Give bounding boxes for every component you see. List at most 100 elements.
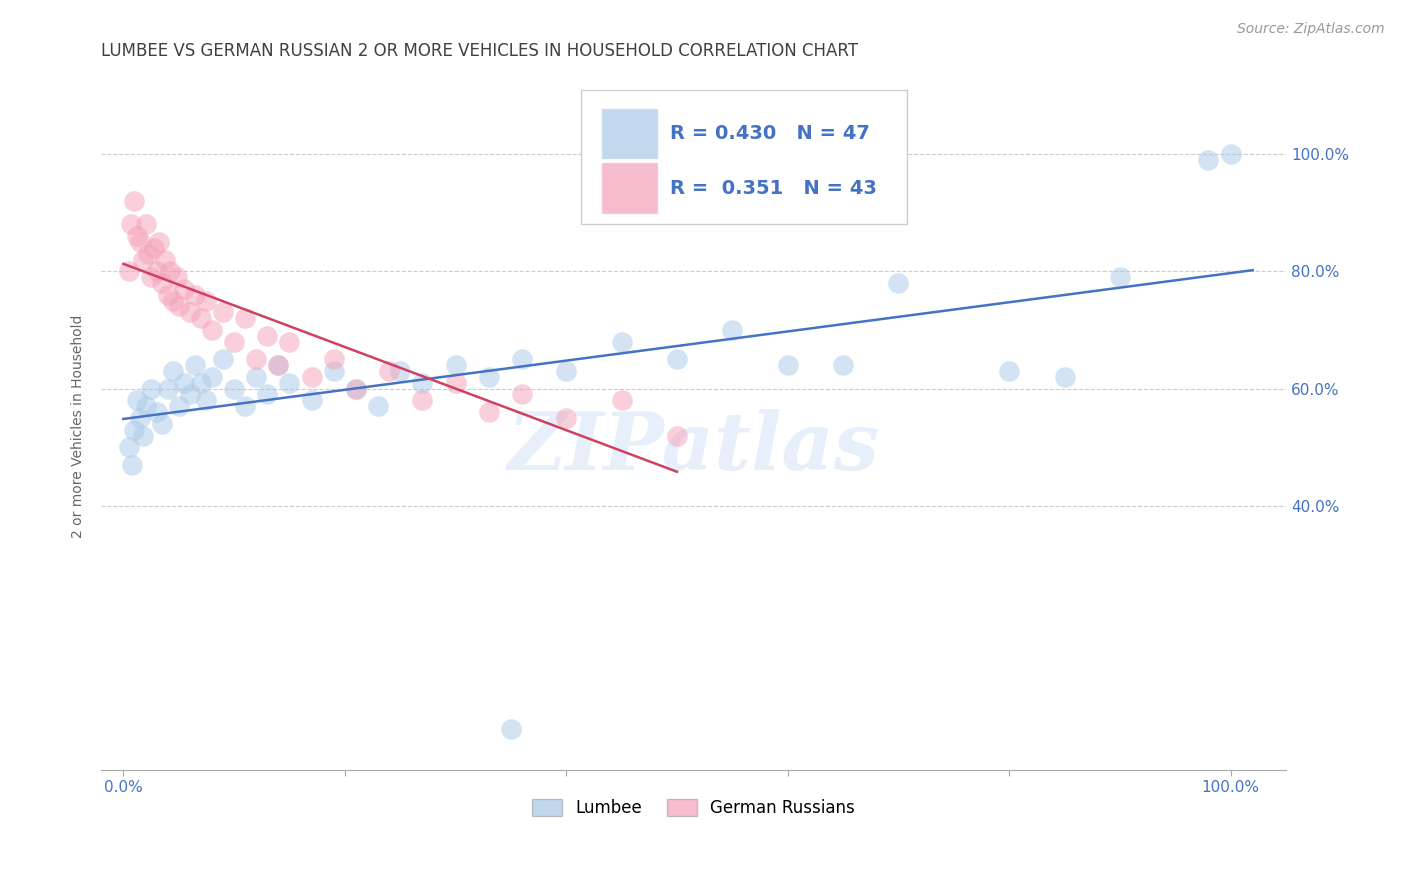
Lumbee (887, 276, 910, 290)
German Russians (162, 293, 184, 308)
German Russians (118, 264, 141, 278)
Lumbee (555, 364, 578, 378)
Lumbee (278, 376, 301, 390)
German Russians (120, 218, 142, 232)
German Russians (139, 270, 162, 285)
Text: ZIPatlas: ZIPatlas (508, 409, 880, 486)
German Russians (322, 352, 344, 367)
German Russians (124, 194, 146, 208)
Lumbee (118, 440, 141, 454)
German Russians (125, 229, 148, 244)
Lumbee (444, 358, 467, 372)
German Russians (378, 364, 401, 378)
German Russians (134, 218, 156, 232)
German Russians (212, 305, 235, 319)
Lumbee (1219, 147, 1241, 161)
German Russians (148, 235, 170, 249)
Lumbee (721, 323, 744, 337)
Lumbee (150, 417, 173, 431)
German Russians (132, 252, 155, 267)
German Russians (256, 328, 278, 343)
German Russians (179, 305, 201, 319)
German Russians (155, 252, 177, 267)
Lumbee (173, 376, 195, 390)
German Russians (245, 352, 267, 367)
Text: R =  0.351   N = 43: R = 0.351 N = 43 (669, 178, 877, 198)
Lumbee (256, 387, 278, 401)
German Russians (145, 264, 167, 278)
Lumbee (478, 370, 501, 384)
German Russians (129, 235, 152, 249)
German Russians (222, 334, 245, 349)
Legend: Lumbee, German Russians: Lumbee, German Russians (526, 792, 862, 823)
German Russians (233, 311, 256, 326)
German Russians (150, 276, 173, 290)
Lumbee (201, 370, 224, 384)
Lumbee (167, 399, 190, 413)
German Russians (665, 428, 688, 442)
Lumbee (129, 411, 152, 425)
German Russians (344, 382, 367, 396)
Lumbee (665, 352, 688, 367)
Lumbee (245, 370, 267, 384)
German Russians (301, 370, 323, 384)
Lumbee (832, 358, 855, 372)
German Russians (173, 282, 195, 296)
German Russians (510, 387, 533, 401)
Lumbee (510, 352, 533, 367)
Lumbee (322, 364, 344, 378)
German Russians (190, 311, 212, 326)
German Russians (610, 393, 633, 408)
Lumbee (156, 382, 179, 396)
Lumbee (162, 364, 184, 378)
German Russians (444, 376, 467, 390)
German Russians (278, 334, 301, 349)
Text: Source: ZipAtlas.com: Source: ZipAtlas.com (1237, 22, 1385, 37)
German Russians (201, 323, 224, 337)
Lumbee (212, 352, 235, 367)
German Russians (555, 411, 578, 425)
German Russians (184, 287, 207, 301)
Lumbee (301, 393, 323, 408)
FancyBboxPatch shape (602, 108, 658, 159)
German Russians (136, 246, 159, 260)
Lumbee (222, 382, 245, 396)
German Russians (267, 358, 290, 372)
FancyBboxPatch shape (581, 90, 907, 224)
Lumbee (190, 376, 212, 390)
Lumbee (776, 358, 799, 372)
Text: R = 0.430   N = 47: R = 0.430 N = 47 (669, 124, 870, 143)
German Russians (167, 300, 190, 314)
Lumbee (411, 376, 433, 390)
Lumbee (121, 458, 143, 472)
German Russians (156, 287, 179, 301)
Lumbee (134, 399, 156, 413)
Lumbee (132, 428, 155, 442)
German Russians (166, 270, 188, 285)
German Russians (195, 293, 218, 308)
Lumbee (610, 334, 633, 349)
FancyBboxPatch shape (602, 162, 658, 214)
Lumbee (499, 722, 522, 736)
Text: LUMBEE VS GERMAN RUSSIAN 2 OR MORE VEHICLES IN HOUSEHOLD CORRELATION CHART: LUMBEE VS GERMAN RUSSIAN 2 OR MORE VEHIC… (101, 42, 858, 60)
Lumbee (179, 387, 201, 401)
Lumbee (195, 393, 218, 408)
Lumbee (367, 399, 389, 413)
Lumbee (145, 405, 167, 419)
Lumbee (125, 393, 148, 408)
Lumbee (184, 358, 207, 372)
Lumbee (389, 364, 412, 378)
Lumbee (998, 364, 1021, 378)
Lumbee (139, 382, 162, 396)
Lumbee (124, 423, 146, 437)
Lumbee (233, 399, 256, 413)
German Russians (411, 393, 433, 408)
Y-axis label: 2 or more Vehicles in Household: 2 or more Vehicles in Household (72, 315, 86, 539)
Lumbee (1197, 153, 1219, 167)
German Russians (478, 405, 501, 419)
Lumbee (344, 382, 367, 396)
German Russians (159, 264, 181, 278)
Lumbee (1108, 270, 1130, 285)
Lumbee (1053, 370, 1076, 384)
German Russians (143, 241, 166, 255)
